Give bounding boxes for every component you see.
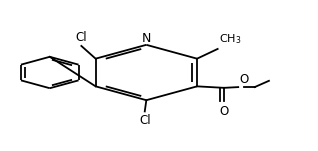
Text: Cl: Cl (76, 31, 87, 43)
Text: Cl: Cl (139, 114, 150, 127)
Text: O: O (239, 73, 249, 86)
Text: CH$_3$: CH$_3$ (219, 32, 242, 46)
Text: O: O (219, 105, 229, 118)
Text: N: N (142, 32, 151, 45)
